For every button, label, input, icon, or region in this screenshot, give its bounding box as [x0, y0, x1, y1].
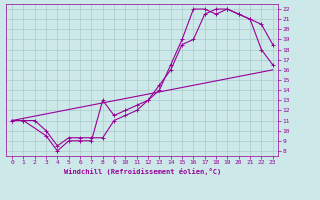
X-axis label: Windchill (Refroidissement éolien,°C): Windchill (Refroidissement éolien,°C) — [64, 168, 221, 175]
